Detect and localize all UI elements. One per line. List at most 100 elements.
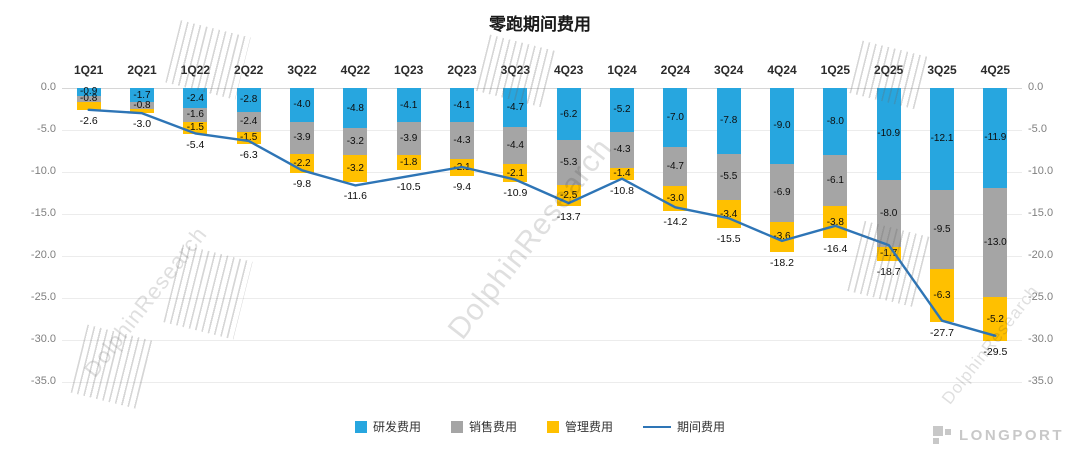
bar-value-label: -2.2 <box>293 158 311 170</box>
total-value-label: -10.5 <box>396 181 421 194</box>
total-value-label: -3.0 <box>132 118 152 131</box>
watermark-scribble <box>70 324 156 410</box>
x-category-label: 2Q24 <box>660 63 690 77</box>
x-category-label: 3Q24 <box>713 63 744 77</box>
y-axis-tick-left: 0.0 <box>40 81 56 93</box>
bar-segment <box>76 88 101 96</box>
bar-value-label: -6.1 <box>826 175 844 187</box>
grid-line <box>62 339 1022 341</box>
bar-value-label: -9.5 <box>933 224 951 236</box>
bar-value-label: -1.7 <box>880 248 898 260</box>
bar-value-label: -2.8 <box>240 94 258 106</box>
grid-line <box>62 87 1022 89</box>
grid-line <box>62 297 1022 299</box>
legend-label: 管理费用 <box>565 420 614 434</box>
x-category-label: 3Q23 <box>500 63 530 77</box>
y-axis-tick-left: -25.0 <box>30 291 56 303</box>
bar-value-label: -7.0 <box>666 111 684 123</box>
bar-value-label: -10.9 <box>877 128 901 140</box>
x-category-label: 4Q23 <box>553 63 584 77</box>
x-category-label: 1Q24 <box>607 63 637 77</box>
bar-value-label: -5.2 <box>613 104 631 116</box>
bar-value-label: -2.1 <box>506 167 524 179</box>
total-value-label: -10.8 <box>610 184 634 197</box>
bar-value-label: -4.8 <box>346 102 364 114</box>
y-axis-tick-right: -15.0 <box>1028 207 1054 219</box>
bar-value-label: -4.3 <box>453 135 471 146</box>
bar-value-label: -3.9 <box>293 132 311 144</box>
y-axis-tick-right: 0.0 <box>1028 81 1044 93</box>
legend-line-swatch <box>643 425 672 428</box>
bar-value-label: -4.0 <box>293 99 311 111</box>
bar-value-label: -8.0 <box>826 116 844 128</box>
x-category-label: 2Q25 <box>873 63 904 77</box>
longport-logo: LONGPORT <box>933 426 1064 444</box>
longport-logo-icon <box>933 426 951 444</box>
bar-value-label: -5.3 <box>560 156 578 168</box>
x-category-label: 3Q25 <box>927 63 957 77</box>
bar-value-label: -4.4 <box>506 140 524 152</box>
bar-segment <box>130 109 154 114</box>
bar-value-label: -1.5 <box>186 122 204 134</box>
dolphin-watermark-text: DolphinResearch <box>79 221 212 382</box>
x-category-label: 1Q22 <box>180 63 210 77</box>
total-value-label: -10.9 <box>503 187 528 200</box>
total-value-label: -29.5 <box>983 345 1008 358</box>
bar-value-label: -6.3 <box>933 290 951 302</box>
legend-item: 研发费用 <box>354 418 421 435</box>
bar-value-label: -4.7 <box>506 102 524 114</box>
bar-value-label: -6.9 <box>773 187 791 199</box>
bar-value-label: -4.1 <box>400 99 418 111</box>
longport-logo-text: LONGPORT <box>959 426 1064 444</box>
y-axis-tick-left: -20.0 <box>30 249 56 261</box>
legend-square-swatch <box>354 420 367 433</box>
total-value-label: -6.3 <box>239 149 258 162</box>
bar-value-label: -1.5 <box>240 132 258 144</box>
bar-segment <box>183 88 208 109</box>
bar-value-label: -13.0 <box>983 237 1007 249</box>
bar-value-label: -0.8 <box>133 100 151 112</box>
legend-item: 管理费用 <box>547 418 613 435</box>
bar-segment <box>130 88 154 103</box>
bar-value-label: -3.2 <box>346 136 364 148</box>
total-value-label: -11.6 <box>343 190 367 203</box>
bar-value-label: -3.9 <box>400 133 418 145</box>
total-value-label: -14.2 <box>663 216 688 229</box>
total-value-label: -13.7 <box>556 210 581 223</box>
total-value-label: -2.6 <box>79 114 98 127</box>
x-category-label: 4Q25 <box>980 63 1010 77</box>
bar-value-label: -4.7 <box>666 161 684 173</box>
legend-label: 研发费用 <box>372 420 421 434</box>
legend-label: 销售费用 <box>468 420 517 434</box>
bar-value-label: -3.6 <box>773 231 791 243</box>
x-category-label: 1Q23 <box>393 63 424 77</box>
bar-segment <box>76 95 101 103</box>
x-category-label: 2Q22 <box>233 63 264 77</box>
total-value-label: -16.4 <box>823 243 848 256</box>
bar-segment <box>236 88 261 112</box>
total-value-label: -9.8 <box>292 177 312 190</box>
y-axis-tick-left: -35.0 <box>30 375 56 387</box>
y-axis-tick-right: -30.0 <box>1028 333 1054 345</box>
bar-value-label: -0.9 <box>80 86 98 98</box>
watermark-scribble <box>163 244 253 340</box>
y-axis-tick-left: -10.0 <box>30 165 56 177</box>
x-category-label: 1Q21 <box>73 63 104 77</box>
bar-value-label: -12.1 <box>930 133 954 145</box>
bar-segment <box>76 102 101 110</box>
legend-square-swatch <box>547 420 559 433</box>
bar-value-label: -3.4 <box>720 208 738 220</box>
chart-title: 零跑期间费用 <box>489 15 591 34</box>
bar-value-label: -5.5 <box>720 171 738 183</box>
y-axis-tick-right: -35.0 <box>1028 375 1054 387</box>
y-axis-tick-left: -5.0 <box>37 123 56 135</box>
bar-value-label: -3.0 <box>666 193 684 205</box>
legend-item: 期间费用 <box>643 418 725 435</box>
bar-value-label: -3.8 <box>826 216 844 228</box>
bar-value-label: -2.5 <box>560 189 578 201</box>
bar-value-label: -9.0 <box>773 120 791 132</box>
x-category-label: 1Q25 <box>820 63 850 77</box>
x-category-label: 3Q22 <box>287 63 317 77</box>
total-value-label: -18.2 <box>770 256 794 269</box>
